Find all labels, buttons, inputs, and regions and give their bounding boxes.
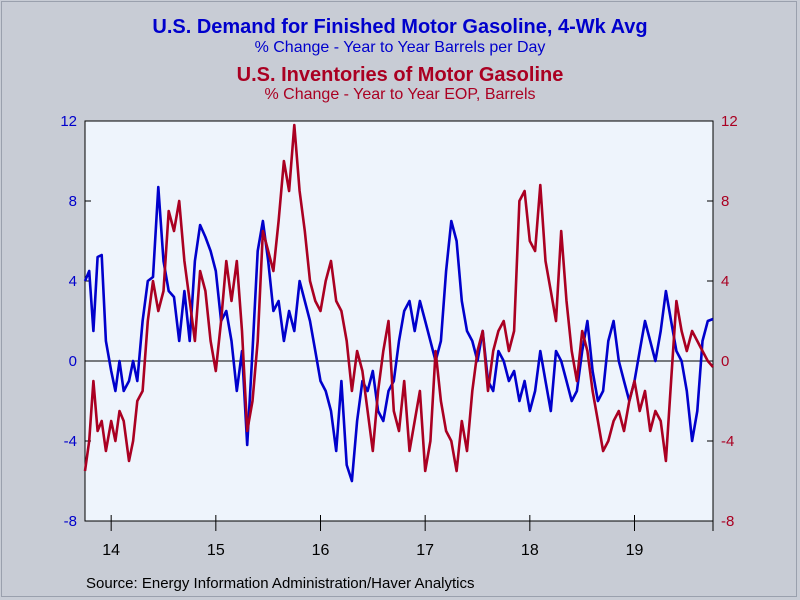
- y-tick-label-right: 8: [721, 193, 729, 210]
- x-tick-label: 16: [312, 542, 330, 559]
- series-line-inventories: [83, 123, 714, 473]
- y-tick-label-right: 0: [721, 353, 729, 370]
- y-tick-label-right: -4: [721, 433, 734, 450]
- x-tick-label: 14: [102, 542, 120, 559]
- series-line-demand: [83, 185, 714, 483]
- plot-area: [84, 120, 714, 522]
- y-tick-label-left: 8: [69, 193, 77, 210]
- y-tick-label-right: 4: [721, 273, 729, 290]
- chart-subtitle-inventories: % Change - Year to Year EOP, Barrels: [264, 86, 536, 103]
- x-tick-label: 17: [416, 542, 434, 559]
- source-note: Source: Energy Information Administratio…: [86, 575, 475, 592]
- y-tick-label-left: -4: [64, 433, 77, 450]
- chart-subtitle-demand: % Change - Year to Year Barrels per Day: [254, 39, 546, 56]
- y-tick-label-left: 4: [69, 273, 77, 290]
- x-tick-label: 19: [626, 542, 644, 559]
- chart-title-demand: U.S. Demand for Finished Motor Gasoline,…: [152, 16, 648, 38]
- x-tick-label: 15: [207, 542, 225, 559]
- y-tick-label-left: 0: [69, 353, 77, 370]
- chart-title-inventories: U.S. Inventories of Motor Gasoline: [236, 64, 564, 86]
- y-tick-label-right: -8: [721, 513, 734, 530]
- y-tick-label-right: 12: [721, 113, 738, 130]
- y-tick-label-left: 12: [60, 113, 77, 130]
- y-tick-label-left: -8: [64, 513, 77, 530]
- x-tick-label: 18: [521, 542, 539, 559]
